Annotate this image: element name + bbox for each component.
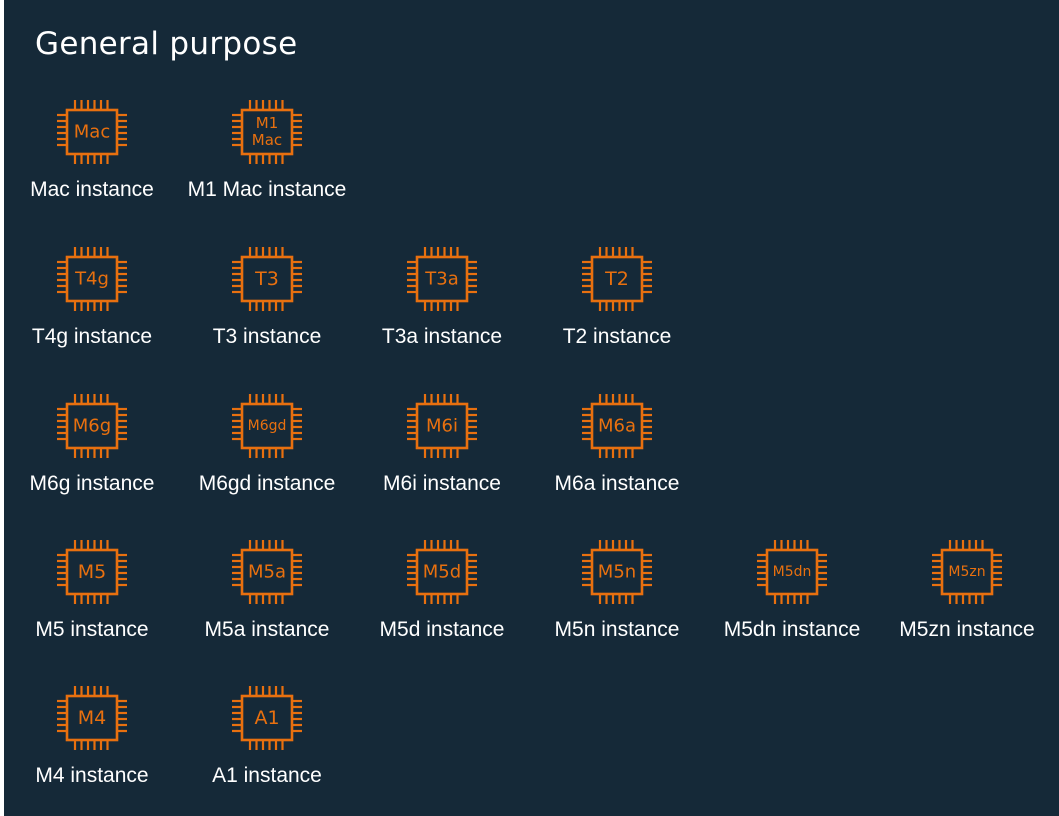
chip-label: A1 [254, 707, 279, 729]
instance-row: Mac Mac instance M1 Mac M1 Mac instance [4, 98, 1059, 208]
instance-label: M5a instance [204, 618, 330, 641]
instance-item: M6gd M6gd instance [177, 392, 357, 502]
instance-label: M5zn instance [899, 618, 1035, 641]
chip-icon: M6a [582, 394, 652, 458]
instance-item: M1 Mac M1 Mac instance [177, 98, 357, 208]
chip-label: M4 [78, 707, 106, 729]
chip-label: M5 [78, 561, 106, 583]
chip-icon: M5a [232, 540, 302, 604]
chip-label: M5dn [773, 564, 812, 580]
instance-item: M5d M5d instance [352, 538, 532, 648]
instance-item: M5dn M5dn instance [702, 538, 882, 648]
instance-label: Mac instance [30, 178, 154, 201]
instance-item: M6a M6a instance [527, 392, 707, 502]
instance-item: M5a M5a instance [177, 538, 357, 648]
chip-icon: M4 [57, 686, 127, 750]
instance-label: M5dn instance [723, 618, 861, 641]
instance-label: M1 Mac instance [187, 178, 347, 201]
chip-icon: M5n [582, 540, 652, 604]
instance-item: M6i M6i instance [352, 392, 532, 502]
instance-label: T4g instance [31, 325, 153, 348]
diagram-panel: General purpose Mac Mac instance M1 Mac M1 M… [4, 0, 1059, 816]
chip-icon: M5dn [757, 540, 827, 604]
instance-item: T3a T3a instance [352, 245, 532, 355]
chip-label: M5d [423, 562, 461, 583]
instance-row: M5 M5 instance M5a M5a instance M5d M5d insta… [4, 538, 1059, 648]
chip-label: M6g [73, 416, 111, 437]
instance-label: M5d instance [379, 618, 505, 641]
instance-label: M6a instance [554, 472, 680, 495]
chip-label: M1 [256, 114, 279, 132]
chip-icon: T3 [232, 247, 302, 311]
chip-icon: T2 [582, 247, 652, 311]
instance-label: T3a instance [381, 325, 503, 348]
chip-label: Mac [252, 131, 282, 149]
instance-row: M4 M4 instance A1 A1 instance [4, 684, 1059, 794]
chip-label: M6a [598, 416, 636, 437]
instance-label: M4 instance [35, 764, 149, 787]
chip-label: T3 [254, 268, 279, 290]
instance-item: A1 A1 instance [177, 684, 357, 794]
instance-item: Mac Mac instance [2, 98, 182, 208]
instance-row: T4g T4g instance T3 T3 instance T3a T3a insta… [4, 245, 1059, 355]
chip-label: T3a [424, 269, 458, 290]
instance-label: M5 instance [35, 618, 149, 641]
instance-label: M6i instance [383, 472, 501, 495]
chip-label: M6gd [248, 418, 287, 434]
chip-label: T4g [74, 269, 109, 290]
instance-label: T3 instance [212, 325, 322, 348]
chip-icon: M5d [407, 540, 477, 604]
instance-item: T3 T3 instance [177, 245, 357, 355]
chip-label: M5zn [948, 564, 985, 580]
chip-icon: M6gd [232, 394, 302, 458]
instance-label: T2 instance [562, 325, 672, 348]
instance-item: M5n M5n instance [527, 538, 707, 648]
instance-item: M6g M6g instance [2, 392, 182, 502]
instance-item: M4 M4 instance [2, 684, 182, 794]
chip-label: M6i [426, 416, 458, 437]
chip-icon: M6g [57, 394, 127, 458]
instance-item: T2 T2 instance [527, 245, 707, 355]
chip-icon: T4g [57, 247, 127, 311]
instance-row: M6g M6g instance M6gd M6gd instance M6i M6i i… [4, 392, 1059, 502]
instance-item: M5zn M5zn instance [877, 538, 1057, 648]
chip-icon: M6i [407, 394, 477, 458]
chip-icon: M5zn [932, 540, 1002, 604]
instance-label: A1 instance [212, 764, 322, 787]
chip-label: M5a [248, 562, 286, 583]
instance-label: M6g instance [29, 472, 155, 495]
chip-icon: Mac [57, 100, 127, 164]
chip-label: M5n [598, 562, 636, 583]
chip-icon: A1 [232, 686, 302, 750]
instance-label: M5n instance [554, 618, 680, 641]
chip-label: Mac [74, 122, 110, 143]
instance-item: M5 M5 instance [2, 538, 182, 648]
chip-label: T2 [604, 268, 629, 290]
chip-icon: M5 [57, 540, 127, 604]
instance-item: T4g T4g instance [2, 245, 182, 355]
instance-label: M6gd instance [198, 472, 336, 495]
chip-icon: T3a [407, 247, 477, 311]
diagram-title: General purpose [35, 26, 298, 62]
